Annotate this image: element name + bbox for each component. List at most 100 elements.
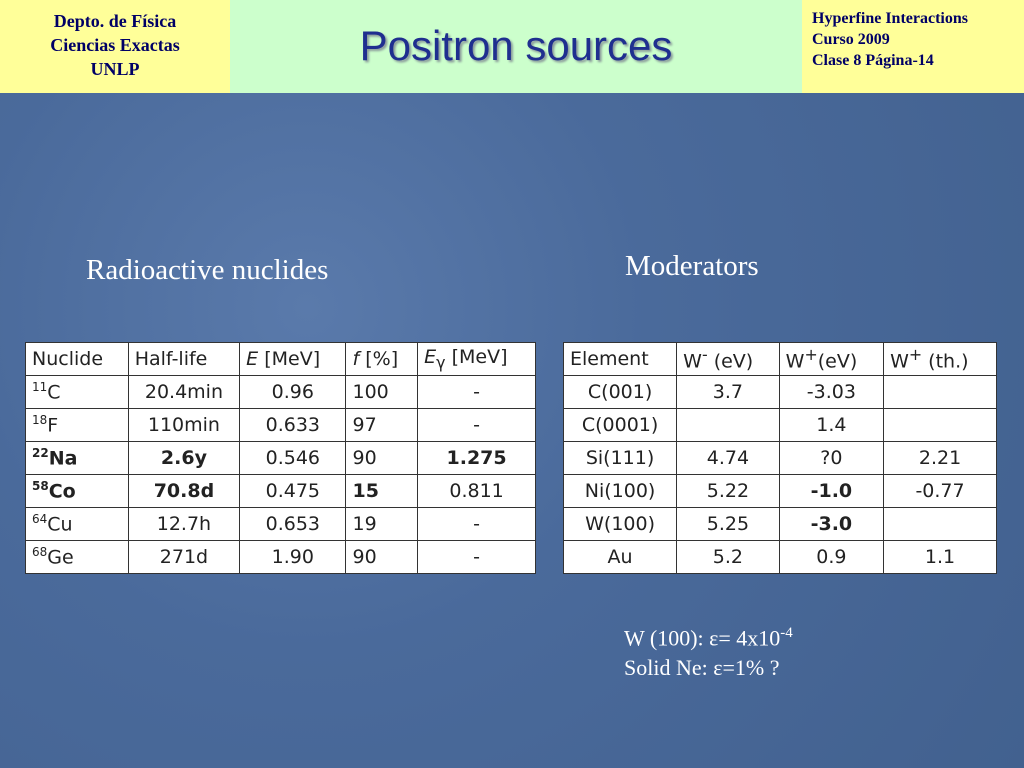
row: 11C 20.4min 0.96 100- xyxy=(25,375,536,409)
notes: W (100): ε= 4x10-4 Solid Ne: ε=1% ? xyxy=(624,618,793,683)
mass-number: 22 xyxy=(32,446,49,461)
cell: 97 xyxy=(345,408,419,442)
cell: 1.4 xyxy=(778,408,885,442)
cell: 0.546 xyxy=(239,441,347,475)
cell: 271d xyxy=(127,540,241,574)
row: 64Cu 12.7h 0.653 19- xyxy=(25,507,536,541)
unit: [MeV] xyxy=(445,346,508,369)
cell: -3.03 xyxy=(778,375,885,409)
nuclide-cell: 58Co xyxy=(25,474,129,508)
header-line: UNLP xyxy=(90,59,140,79)
cell: 100 xyxy=(345,375,419,409)
symbol: E xyxy=(424,346,437,369)
symbol: f xyxy=(352,348,360,370)
header-cell: Eγ [MeV] xyxy=(417,342,536,376)
cell: 90 xyxy=(345,441,419,475)
mass-number: 11 xyxy=(32,380,48,395)
cell: 0.9 xyxy=(778,540,885,574)
cell: Ni(100) xyxy=(562,474,678,508)
header-row: Nuclide Half-life E [MeV] f [%] Eγ [MeV] xyxy=(25,342,536,376)
symbol: Cu xyxy=(47,513,73,536)
note: Solid Ne: ε=1% ? xyxy=(624,653,793,683)
note-text: W (100): ε= 4x10 xyxy=(624,625,781,651)
cell: -3.0 xyxy=(778,507,885,541)
mass-number: 18 xyxy=(32,413,48,428)
unit: (eV) xyxy=(817,350,858,373)
unit: [MeV] xyxy=(258,348,321,370)
row: Ni(100) 5.22 -1.0 -0.77 xyxy=(562,474,997,508)
symbol: Co xyxy=(48,480,76,503)
header-cell: Half-life xyxy=(127,342,241,376)
cell: Si(111) xyxy=(562,441,678,475)
nuclide-cell: 64Cu xyxy=(25,507,129,541)
row: 22Na 2.6y 0.546 90 1.275 xyxy=(25,441,536,475)
cell: - xyxy=(417,408,536,442)
symbol: W xyxy=(890,350,909,373)
superscript: + xyxy=(908,345,923,365)
row: C(0001) 1.4 xyxy=(562,408,997,442)
mass-number: 58 xyxy=(32,479,49,494)
cell: -0.77 xyxy=(883,474,997,508)
row: W(100) 5.25 -3.0 xyxy=(562,507,997,541)
row: Si(111) 4.74 ?0 2.21 xyxy=(562,441,997,475)
cell: 1.90 xyxy=(239,540,347,574)
cell: 5.2 xyxy=(676,540,780,574)
moderator-table: Element W- (eV) W+(eV) W+ (th.) C(001) 3.7 -3.… xyxy=(562,342,997,574)
nuclide-cell: 68Ge xyxy=(25,540,129,574)
cell: 2.21 xyxy=(883,441,997,475)
header-right: Hyperfine Interactions Curso 2009 Clase 8 … xyxy=(802,0,1024,93)
cell: 0.653 xyxy=(239,507,347,541)
header-line: Curso 2009 xyxy=(812,31,890,48)
cell: 0.811 xyxy=(417,474,536,508)
unit: (th.) xyxy=(922,350,969,373)
header-cell: W- (eV) xyxy=(676,342,780,376)
nuclide-cell: 11C xyxy=(25,375,129,409)
cell xyxy=(883,375,997,409)
header-cell: W+(eV) xyxy=(778,342,885,376)
title: Positron sources xyxy=(359,22,673,69)
cell: 1.275 xyxy=(417,441,536,475)
cell: - xyxy=(417,540,536,574)
cell: C(001) xyxy=(562,375,678,409)
row: 18F 110min 0.633 97- xyxy=(25,408,536,442)
cell: 5.25 xyxy=(676,507,780,541)
unit: (eV) xyxy=(707,350,754,373)
cell: 110min xyxy=(127,408,241,442)
nuclide-table: Nuclide Half-life E [MeV] f [%] Eγ [MeV] 11C 2… xyxy=(25,342,536,574)
symbol: C xyxy=(47,381,61,404)
header-middle: Positron sources xyxy=(230,0,802,93)
header-line: Clase 8 Página-14 xyxy=(812,52,934,69)
cell: 15 xyxy=(345,474,419,508)
cell: - xyxy=(417,507,536,541)
unit: [%] xyxy=(359,348,399,370)
symbol: E xyxy=(246,348,259,370)
cell: 4.74 xyxy=(676,441,780,475)
note: W (100): ε= 4x10-4 xyxy=(624,618,793,653)
cell: 0.475 xyxy=(239,474,347,508)
cell: 20.4min xyxy=(127,375,241,409)
header-left: Depto. de Física Ciencias Exactas UNLP xyxy=(0,0,230,93)
cell: 19 xyxy=(345,507,419,541)
cell: -1.0 xyxy=(778,474,885,508)
cell: 70.8d xyxy=(127,474,241,508)
header-row: Element W- (eV) W+(eV) W+ (th.) xyxy=(562,342,997,376)
header-cell: E [MeV] xyxy=(239,342,347,376)
header-cell: W+ (th.) xyxy=(883,342,997,376)
cell xyxy=(676,408,780,442)
header-cell: Nuclide xyxy=(25,342,129,376)
row: 68Ge 271d 1.90 90- xyxy=(25,540,536,574)
superscript: -4 xyxy=(780,625,793,641)
cell: Au xyxy=(562,540,678,574)
symbol: Ge xyxy=(47,546,74,569)
cell: 90 xyxy=(345,540,419,574)
symbol: W xyxy=(785,350,805,373)
symbol: F xyxy=(47,414,59,437)
cell xyxy=(883,408,997,442)
header-line: Ciencias Exactas xyxy=(50,35,180,55)
heading: Moderators xyxy=(625,250,759,282)
subscript: γ xyxy=(436,352,446,372)
row: Au 5.2 0.9 1.1 xyxy=(562,540,997,574)
header-cell: Element xyxy=(562,342,678,376)
superscript: + xyxy=(804,345,818,365)
